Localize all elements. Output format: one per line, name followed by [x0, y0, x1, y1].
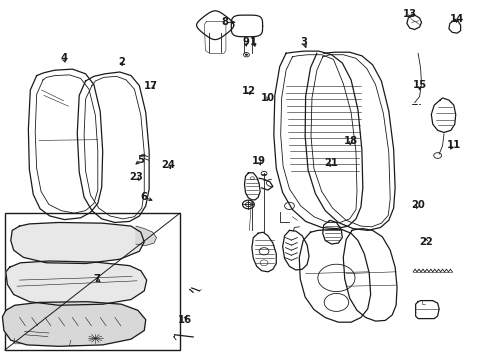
- Text: 20: 20: [410, 200, 424, 210]
- Text: 18: 18: [344, 136, 357, 146]
- Text: 1: 1: [249, 37, 256, 48]
- Polygon shape: [6, 261, 146, 305]
- Text: 5: 5: [137, 155, 144, 165]
- Text: 14: 14: [449, 14, 464, 24]
- Text: 21: 21: [324, 158, 338, 168]
- Text: 12: 12: [241, 86, 255, 96]
- Text: 22: 22: [419, 237, 432, 247]
- Text: 11: 11: [446, 140, 460, 150]
- Text: 10: 10: [261, 93, 274, 103]
- Text: 24: 24: [162, 160, 175, 170]
- Text: 19: 19: [252, 156, 265, 166]
- Text: 6: 6: [141, 192, 147, 202]
- Text: 9: 9: [242, 37, 248, 48]
- Text: 17: 17: [143, 81, 157, 91]
- Polygon shape: [136, 226, 156, 246]
- Polygon shape: [2, 302, 145, 346]
- Text: 7: 7: [93, 274, 100, 284]
- Text: 4: 4: [60, 53, 67, 63]
- Circle shape: [244, 54, 247, 56]
- Polygon shape: [11, 222, 144, 264]
- Text: 8: 8: [221, 17, 228, 27]
- Text: 16: 16: [178, 315, 191, 325]
- Bar: [5, 213, 180, 350]
- Text: 3: 3: [300, 37, 307, 48]
- Text: 23: 23: [129, 172, 142, 182]
- Text: 13: 13: [402, 9, 416, 19]
- Text: 2: 2: [118, 57, 124, 67]
- Text: 15: 15: [412, 80, 426, 90]
